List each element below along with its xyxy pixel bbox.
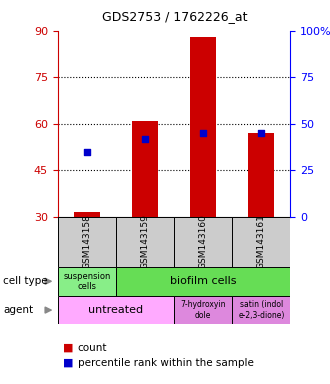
Text: GSM143161: GSM143161 [257, 215, 266, 269]
Text: biofilm cells: biofilm cells [170, 276, 236, 286]
Bar [74, 212, 100, 217]
Text: percentile rank within the sample: percentile rank within the sample [78, 358, 253, 368]
Text: cell type: cell type [3, 276, 48, 286]
Point [84, 149, 89, 155]
Bar [132, 121, 158, 217]
Text: 7-hydroxyin
dole: 7-hydroxyin dole [181, 300, 226, 320]
Bar [58, 267, 116, 296]
Bar [174, 217, 232, 267]
Bar [174, 296, 232, 324]
Point [201, 130, 206, 136]
Text: suspension
cells: suspension cells [63, 271, 111, 291]
Bar [190, 37, 216, 217]
Text: untreated: untreated [88, 305, 144, 315]
Text: ■: ■ [63, 358, 73, 368]
Point [142, 136, 148, 142]
Text: ■: ■ [63, 343, 73, 353]
Text: GSM143159: GSM143159 [141, 215, 149, 269]
Bar [58, 296, 174, 324]
Bar [116, 267, 290, 296]
Bar [232, 296, 290, 324]
Text: GSM143160: GSM143160 [199, 215, 208, 269]
Text: count: count [78, 343, 107, 353]
Bar [116, 217, 174, 267]
Point [259, 130, 264, 136]
Text: GDS2753 / 1762226_at: GDS2753 / 1762226_at [102, 10, 248, 23]
Text: satin (indol
e-2,3-dione): satin (indol e-2,3-dione) [238, 300, 284, 320]
Text: agent: agent [3, 305, 33, 315]
Bar [58, 217, 116, 267]
Bar [232, 217, 290, 267]
Bar [248, 133, 275, 217]
Text: GSM143158: GSM143158 [82, 215, 91, 269]
